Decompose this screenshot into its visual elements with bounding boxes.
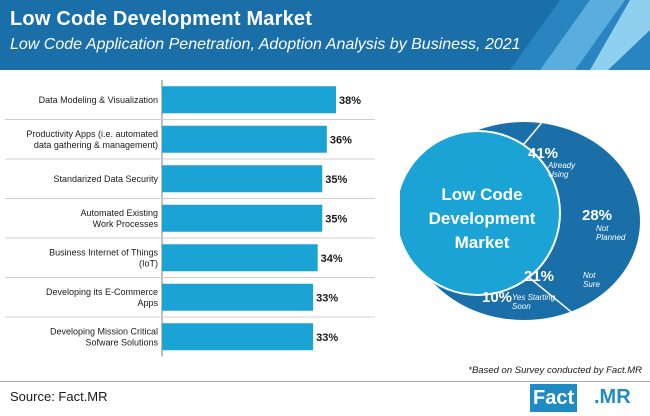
category-label: Apps xyxy=(137,298,158,308)
logo-part-2: .MR xyxy=(594,386,631,408)
source-label: Source: Fact.MR xyxy=(10,389,108,404)
bar-value-label: 33% xyxy=(316,292,338,304)
page-title: Low Code Development Market xyxy=(10,8,313,30)
slice-label: Already xyxy=(547,161,576,170)
center-label: Development xyxy=(429,209,536,228)
slice-label: Not xyxy=(583,271,596,280)
slice-label: Yes Starting xyxy=(512,293,556,302)
slice-label: Sure xyxy=(583,280,600,289)
bar-value-label: 38% xyxy=(339,95,361,107)
slice-label: Soon xyxy=(512,302,531,311)
bar-chart: 38% Data Modeling & Visualization 36% Produ… xyxy=(5,80,375,357)
category-label: data gathering & management) xyxy=(34,140,158,150)
category-label: Business Internet of Things xyxy=(49,247,158,257)
bar xyxy=(162,204,323,232)
category-label: Developing its E-Commerce xyxy=(46,287,158,297)
bar xyxy=(162,244,318,272)
footnote: *Based on Survey conducted by Fact.MR xyxy=(468,365,642,376)
slice-percent: 41% xyxy=(528,145,558,162)
bar xyxy=(162,323,314,351)
divider xyxy=(0,381,650,382)
bar xyxy=(162,86,336,114)
pie-chart: Low Code Development Market 41%AlreadyUsing… xyxy=(400,122,640,320)
slice-label: Planned xyxy=(596,233,626,242)
category-label: (IoT) xyxy=(139,258,158,268)
bar-value-label: 35% xyxy=(325,174,347,186)
category-label: Sofware Solutions xyxy=(85,337,158,347)
category-label: Productivity Apps (i.e. automated xyxy=(26,129,158,139)
pie-center xyxy=(400,130,561,296)
bar-value-label: 34% xyxy=(321,253,343,265)
bar-value-label: 35% xyxy=(325,213,347,225)
bar xyxy=(162,283,314,311)
slice-percent: 10% xyxy=(482,289,512,306)
slice-percent: 21% xyxy=(524,268,554,285)
header-banner: Low Code Development Market Low Code App… xyxy=(0,0,650,70)
slice-label: Using xyxy=(548,170,569,179)
bar xyxy=(162,125,327,153)
factmr-logo: Fact .MR xyxy=(530,384,645,412)
category-label: Work Processes xyxy=(93,219,159,229)
category-label: Standarized Data Security xyxy=(53,174,158,184)
category-label: Data Modeling & Visualization xyxy=(39,95,158,105)
center-label: Market xyxy=(455,233,510,252)
page-subtitle: Low Code Application Penetration, Adopti… xyxy=(10,36,521,53)
bar xyxy=(162,165,323,193)
bar-value-label: 36% xyxy=(330,134,352,146)
slice-percent: 28% xyxy=(582,207,612,224)
slice-label: Not xyxy=(596,224,609,233)
bar-value-label: 33% xyxy=(316,332,338,344)
category-label: Automated Existing xyxy=(80,208,158,218)
category-label: Developing Mission Critical xyxy=(50,326,158,336)
logo-part-1: Fact xyxy=(530,384,578,412)
center-label: Low Code xyxy=(441,185,522,204)
header-stripes xyxy=(510,0,650,70)
